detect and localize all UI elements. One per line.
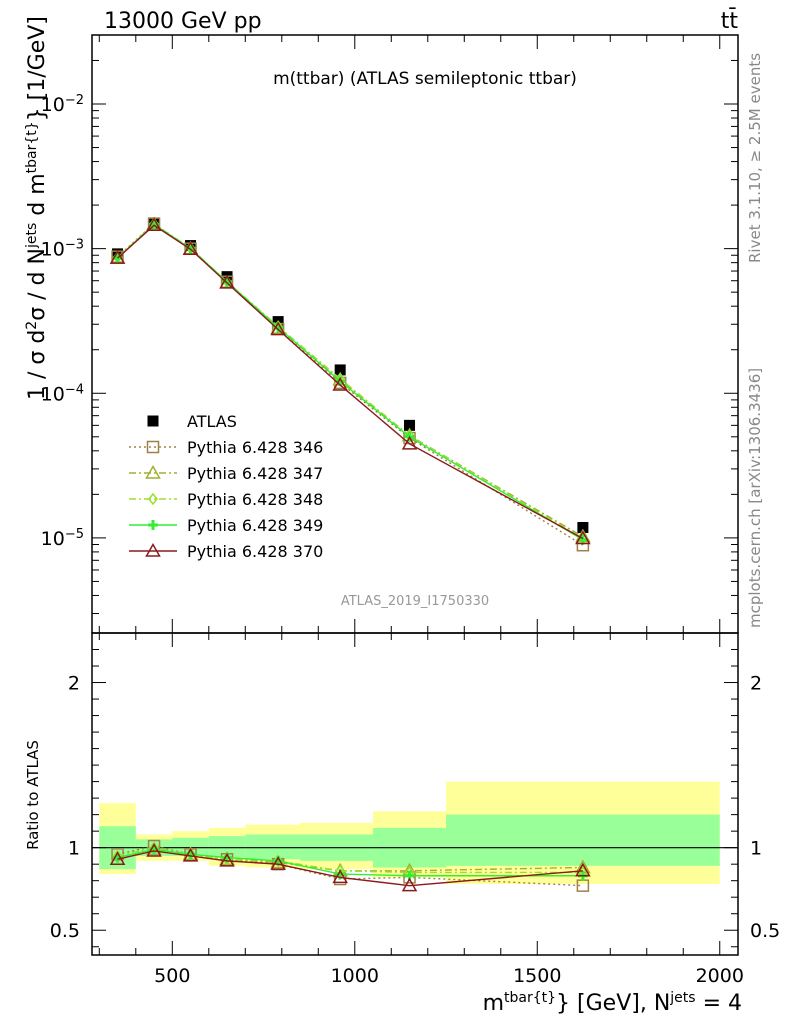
y-tick-exponent: −3 — [65, 237, 84, 252]
ratio-band-inner-4 — [245, 834, 301, 860]
ylabel-part-1: 1 / σ d — [25, 330, 50, 400]
ratio-series-4-point-0 — [109, 851, 126, 865]
ratio-y-tick-label-right: 0.5 — [750, 920, 780, 942]
y-tick-exponent: −5 — [65, 526, 84, 541]
x-axis-label: mtbar{t}} [GeV], Njets = 4 — [483, 990, 742, 1016]
main-y-tick-label: 10−4 — [41, 382, 84, 406]
ratio-series-4-point-3 — [219, 852, 235, 867]
xlabel-end: = 4 — [696, 991, 742, 1016]
beam-energy-label: 13000 GeV pp — [104, 9, 262, 34]
legend-marker-2 — [145, 464, 161, 479]
legend-entry-label-1: Pythia 6.428 346 — [187, 438, 323, 457]
main-series-0-point-7 — [577, 521, 589, 533]
analysis-watermark: ATLAS_2019_I1750330 — [341, 594, 489, 609]
ylabel-part-3: d m — [25, 173, 50, 222]
y-tick-exponent: −2 — [65, 93, 84, 108]
x-tick-label: 1500 — [513, 965, 561, 987]
ratio-series-4-point-1 — [146, 842, 162, 857]
legend-entry-label-2: Pythia 6.428 347 — [187, 464, 323, 483]
ratio-series-4-point-2 — [182, 847, 199, 862]
xlabel-sup-n: jets — [669, 990, 695, 1006]
ratio-band-inner-3 — [208, 836, 246, 858]
xlabel-sup-m: tbar{t} — [504, 990, 556, 1006]
ratio-series-4-point-4 — [270, 856, 286, 870]
main-y-tick-label: 10−2 — [41, 93, 84, 117]
main-y-axis-label: 1 / σ d2σ / d Njets d mtbar{t}} [1/GeV] — [24, 16, 50, 400]
ratio-series-4-point-6 — [401, 877, 418, 892]
legend-marker-3 — [148, 492, 158, 506]
legend-marker-4 — [148, 520, 158, 530]
main-series-5-point-4 — [270, 321, 286, 336]
ratio-y-tick-label-right: 1 — [750, 838, 762, 860]
ratio-series-4-point-5 — [332, 869, 348, 884]
main-series-5-point-1 — [146, 217, 162, 232]
ylabel-sup-2: jets — [24, 223, 40, 249]
legend-entry-label-3: Pythia 6.428 348 — [187, 490, 323, 509]
y-tick-exponent: −4 — [65, 382, 84, 397]
ratio-band-inner-7 — [446, 814, 720, 866]
ratio-y-tick-label-left: 0.5 — [50, 920, 80, 942]
main-series-5-point-3 — [219, 274, 235, 289]
ratio-series-line-1 — [117, 848, 583, 872]
legend-marker-0 — [147, 415, 159, 427]
main-series-5-point-2 — [182, 241, 199, 256]
ratio-y-tick-label-left: 2 — [68, 673, 80, 695]
ratio-panel-frame — [91, 632, 739, 956]
y-tick-base: 10 — [41, 239, 65, 261]
mcplots-reference-label: mcplots.cern.ch [arXiv:1306.3436] — [746, 368, 764, 628]
ylabel-sup-1: 2 — [24, 321, 40, 330]
main-y-tick-label: 10−3 — [41, 237, 84, 261]
ratio-y-tick-label-left: 1 — [68, 838, 80, 860]
x-tick-label: 1000 — [331, 965, 379, 987]
ylabel-part-2: σ / d N — [25, 248, 50, 321]
main-series-5-point-7 — [575, 530, 591, 545]
process-label: tt̄ — [721, 8, 739, 34]
ratio-series-line-2 — [117, 846, 583, 874]
legend-entry-label-0: ATLAS — [187, 412, 237, 431]
ratio-series-4-point-7 — [575, 862, 591, 877]
main-series-5-point-6 — [401, 435, 418, 450]
main-series-0-point-5 — [334, 364, 346, 376]
ylabel-part-4: } [1/GeV] — [25, 16, 50, 121]
ratio-y-tick-label-right: 2 — [750, 673, 762, 695]
y-tick-base: 10 — [41, 528, 65, 550]
legend-entry-label-4: Pythia 6.428 349 — [187, 516, 323, 535]
y-tick-base: 10 — [41, 94, 65, 116]
x-tick-label: 2000 — [696, 965, 744, 987]
x-tick-label: 500 — [154, 965, 190, 987]
legend-marker-1 — [146, 440, 160, 454]
main-series-5-point-5 — [332, 377, 348, 391]
ratio-y-axis-label: Ratio to ATLAS — [24, 740, 42, 850]
legend-marker-5 — [145, 542, 161, 557]
main-series-5-point-0 — [109, 250, 126, 264]
legend-entry-label-5: Pythia 6.428 370 — [187, 542, 323, 561]
xlabel-mid: } [GeV], N — [556, 991, 670, 1016]
main-y-tick-label: 10−5 — [41, 526, 84, 550]
main-series-0-point-6 — [404, 419, 416, 431]
y-tick-base: 10 — [41, 383, 65, 405]
ratio-series-line-3 — [117, 848, 583, 877]
main-plot-title: m(ttbar) (ATLAS semileptonic ttbar) — [273, 69, 577, 89]
xlabel-m: m — [483, 991, 504, 1016]
ratio-series-line-4 — [117, 850, 583, 887]
rivet-version-label: Rivet 3.1.10, ≥ 2.5M events — [746, 53, 764, 263]
ylabel-sup-3: tbar{t} — [24, 121, 40, 173]
